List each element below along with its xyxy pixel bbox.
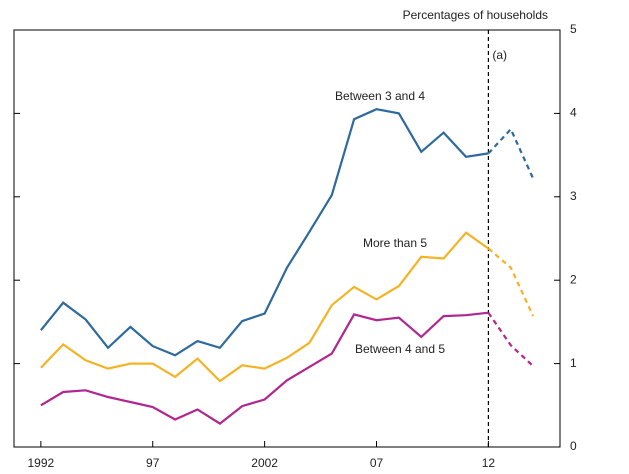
x-tick-label: 12 — [482, 456, 496, 470]
x-tick-label: 97 — [146, 456, 160, 470]
series-label: Between 3 and 4 — [335, 89, 425, 103]
series-line — [40, 231, 490, 383]
y-tick-label: 4 — [570, 106, 577, 120]
y-tick-label: 5 — [570, 22, 577, 36]
series-projection — [487, 247, 535, 317]
x-tick-label: 1992 — [28, 456, 55, 470]
series-line — [40, 108, 489, 357]
series-label: More than 5 — [363, 236, 427, 250]
y-tick-label: 3 — [570, 189, 577, 203]
y-tick-label: 0 — [570, 439, 577, 453]
series-projection — [487, 127, 535, 179]
series-line — [40, 311, 489, 425]
x-tick-label: 07 — [370, 456, 384, 470]
x-tick-label: 2002 — [251, 456, 278, 470]
reference-label: (a) — [492, 48, 507, 62]
series-projection — [487, 312, 534, 367]
y-tick-label: 2 — [570, 272, 577, 286]
plot-frame — [13, 29, 561, 448]
y-tick-label: 1 — [570, 356, 577, 370]
chart-title: Percentages of households — [403, 8, 548, 22]
series-label: Between 4 and 5 — [355, 342, 445, 356]
